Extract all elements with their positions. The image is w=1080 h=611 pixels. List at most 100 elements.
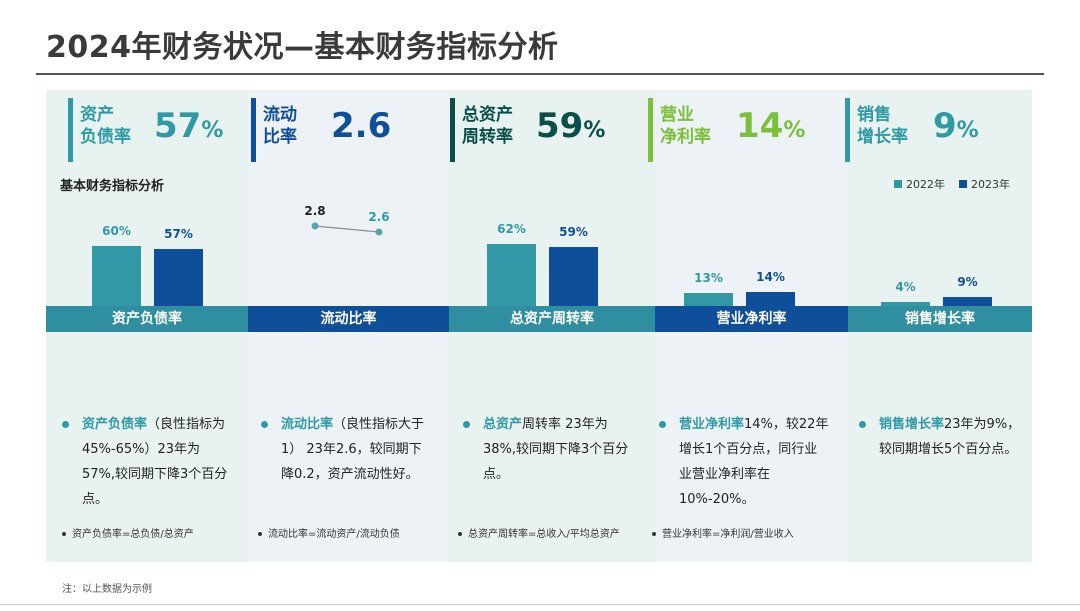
kpi-name-line2: 比率 [263, 127, 297, 147]
legend-label-2023: 2023年 [971, 178, 1010, 191]
kpi-name: 营业 净利率 [660, 104, 740, 148]
kpi-name-line2: 负债率 [80, 127, 131, 147]
kpi-name-line1: 流动 [263, 105, 297, 125]
formula-text: 流动比率=流动资产/流动负债 [268, 529, 400, 540]
chart-heading: 基本财务指标分析 [60, 179, 165, 194]
kpi-accent-bar [648, 98, 653, 162]
kpi-name-line2: 增长率 [857, 127, 908, 147]
current-ratio-line-chart [311, 222, 383, 236]
kpi-name: 资产 负债率 [80, 104, 160, 148]
bar-2022-3 [487, 244, 536, 306]
formula-text: 营业净利率=净利润/营业收入 [662, 529, 794, 540]
kpi-sales-growth: 销售 增长率 9% [823, 98, 1013, 164]
bottom-divider [0, 604, 1080, 605]
kpi-value-unit: % [583, 118, 606, 143]
formula-1: 资产负债率=总负债/总资产 [62, 528, 242, 542]
description-highlight: 流动比率 [281, 417, 334, 432]
data-label-2022-1: 60% [102, 224, 131, 238]
description-text: 23年为9%，较同期增长5个百分点。 [879, 417, 1021, 457]
data-label-2023-2: 2.6 [368, 210, 390, 224]
description-highlight: 营业净利率 [679, 417, 745, 432]
footnote: 注：以上数据为示例 [62, 584, 152, 595]
kpi-name-line2: 周转率 [462, 127, 513, 147]
description-text: （良性指标大于1） 23年2.6，较同期下降0.2，资产流动性好。 [281, 417, 425, 482]
bullet-dot [463, 421, 470, 428]
bar-2023-5 [943, 297, 992, 306]
description-4: 营业净利率14%，较22年增长1个百分点，同行业业营业净利率在10%-20%。 [659, 412, 829, 512]
kpi-name: 流动 比率 [263, 104, 343, 148]
legend-label-2022: 2022年 [906, 178, 945, 191]
page-title: 2024年财务状况—基本财务指标分析 [46, 30, 559, 65]
kpi-name-line1: 资产 [80, 105, 114, 125]
description-1: 资产负债率（良性指标为45%-65%）23年为57%,较同期下降3个百分点。 [62, 412, 230, 512]
data-label-2022-5: 4% [895, 280, 916, 294]
description-text: （良性指标为45%-65%）23年为57%,较同期下降3个百分点。 [82, 417, 228, 507]
kpi-name-line1: 销售 [857, 105, 891, 125]
description-highlight: 总资产 [483, 417, 523, 432]
formula-dot [62, 532, 66, 536]
kpi-value: 2.6 [331, 106, 391, 146]
kpi-value-unit: % [783, 118, 806, 143]
data-label-2023-4: 14% [756, 270, 785, 284]
formula-3: 总资产周转率=总收入/平均总资产 [458, 528, 638, 542]
formula-text: 资产负债率=总负债/总资产 [72, 529, 194, 540]
bullet-dot [659, 421, 666, 428]
kpi-value: 14% [736, 106, 805, 146]
bar-2022-5 [881, 302, 930, 306]
kpi-name: 总资产 周转率 [462, 104, 542, 148]
kpi-value: 59% [536, 106, 605, 146]
kpi-value: 57% [154, 106, 223, 146]
category-band: 资产负债率 [46, 306, 248, 332]
formula-2: 流动比率=流动资产/流动负债 [258, 528, 443, 542]
kpi-value-unit: % [201, 118, 224, 143]
kpi-accent-bar [450, 98, 455, 162]
legend-swatch-2022 [894, 180, 902, 188]
current-ratio-point-2022 [311, 222, 319, 230]
category-band: 总资产周转率 [449, 306, 655, 332]
kpi-name-line1: 总资产 [462, 105, 513, 125]
description-highlight: 资产负债率 [82, 417, 148, 432]
formula-4: 营业净利率=净利润/营业收入 [652, 528, 842, 542]
title-divider [36, 73, 1044, 75]
kpi-value-number: 59 [536, 106, 584, 146]
kpi-value: 9% [933, 106, 979, 146]
kpi-value-number: 9 [933, 106, 957, 146]
data-label-2022-4: 13% [694, 271, 723, 285]
data-label-2022-3: 62% [497, 222, 526, 236]
bullet-dot [261, 421, 268, 428]
data-label-2023-3: 59% [559, 225, 588, 239]
kpi-current-ratio: 流动 比率 2.6 [229, 98, 419, 164]
description-2: 流动比率（良性指标大于1） 23年2.6，较同期下降0.2，资产流动性好。 [261, 412, 431, 487]
data-label-2022-2: 2.8 [304, 204, 326, 218]
data-label-2023-5: 9% [957, 275, 978, 289]
kpi-value-number: 14 [736, 106, 784, 146]
kpi-accent-bar [68, 98, 73, 162]
data-label-2023-1: 57% [164, 227, 193, 241]
bullet-dot [859, 421, 866, 428]
kpi-name-line1: 营业 [660, 105, 694, 125]
kpi-value-unit: % [956, 118, 979, 143]
kpi-name-line2: 净利率 [660, 127, 711, 147]
bar-2023-1 [154, 249, 203, 306]
bar-2023-3 [549, 247, 598, 306]
chart-legend: 2022年 2023年 [894, 176, 1010, 192]
current-ratio-line [314, 225, 380, 233]
kpi-accent-bar [845, 98, 850, 162]
kpi-name: 销售 增长率 [857, 104, 937, 148]
formula-text: 总资产周转率=总收入/平均总资产 [468, 529, 620, 540]
kpi-accent-bar [251, 98, 256, 162]
description-5: 销售增长率23年为9%，较同期增长5个百分点。 [859, 412, 1025, 462]
kpi-net-margin: 营业 净利率 14% [626, 98, 816, 164]
kpi-debt-ratio: 资产 负债率 57% [46, 98, 236, 164]
bullet-dot [62, 421, 69, 428]
legend-swatch-2023 [959, 180, 967, 188]
description-text: 周转率 23年为38%,较同期下降3个百分点。 [483, 417, 629, 482]
description-text: 14%，较22年增长1个百分点，同行业业营业净利率在10%-20%。 [679, 417, 829, 507]
formula-dot [258, 532, 262, 536]
description-3: 总资产周转率 23年为38%,较同期下降3个百分点。 [463, 412, 629, 487]
bar-2022-4 [684, 293, 733, 306]
bar-2023-4 [746, 292, 795, 306]
category-band: 流动比率 [248, 306, 449, 332]
current-ratio-point-2023 [375, 228, 383, 236]
kpi-asset-turnover: 总资产 周转率 59% [428, 98, 618, 164]
